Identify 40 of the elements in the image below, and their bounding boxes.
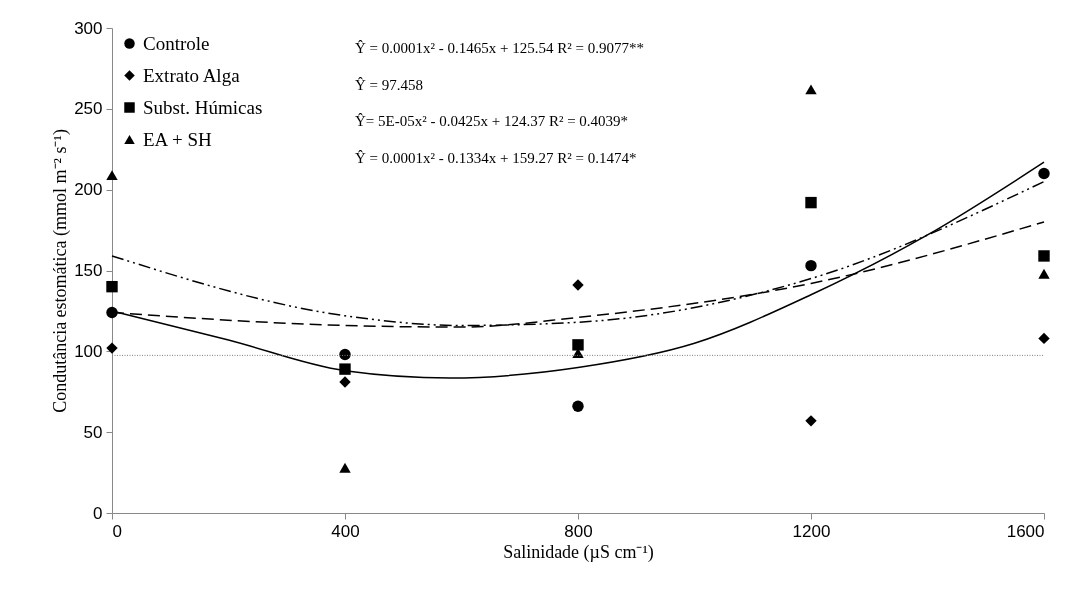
x-tick-label: 0: [112, 521, 122, 541]
x-axis-title: Salinidade (µS cm⁻¹): [503, 541, 654, 563]
x-tick-label: 1200: [792, 521, 831, 541]
annotation: Ŷ = 0.0001x² - 0.1334x + 159.27 R² = 0.1474*: [355, 150, 637, 167]
point: [339, 363, 351, 375]
point: [339, 376, 351, 388]
point: [1038, 268, 1050, 279]
point: [572, 279, 584, 291]
point: [1038, 332, 1050, 345]
point: [805, 415, 817, 427]
y-tick-label: 0: [93, 503, 103, 523]
legend-label: Extrato Alga: [143, 64, 241, 86]
point: [805, 196, 817, 209]
point: [339, 462, 351, 473]
y-tick-label: 250: [74, 99, 103, 119]
y-tick-label: 150: [74, 261, 103, 280]
y-tick-label: 50: [83, 422, 103, 442]
point: [339, 348, 351, 361]
point: [106, 170, 118, 181]
legend-label: EA + SH: [143, 128, 213, 150]
point: [1038, 167, 1050, 180]
point: [1038, 250, 1050, 262]
point: [805, 259, 817, 272]
y-tick-label: 100: [74, 341, 103, 361]
annotation: Ŷ = 97.458: [355, 76, 424, 93]
x-tick-label: 400: [331, 521, 360, 541]
annotation: Ŷ = 0.0001x² - 0.1465x + 125.54 R² = 0.9077**: [355, 40, 644, 56]
legend-label: Controle: [143, 32, 210, 54]
point: [572, 400, 584, 412]
legend-label: Subst. Húmicas: [143, 96, 263, 118]
point: [106, 280, 118, 293]
y-tick-label: 200: [74, 180, 103, 200]
y-axis-title: Condutância estomática (mmol m⁻² s⁻¹): [50, 129, 72, 413]
x-tick-label: 1600: [1006, 521, 1045, 541]
annotation: Ŷ= 5E-05x² - 0.0425x + 124.37 R² = 0.4039*: [355, 113, 629, 130]
point: [572, 339, 584, 351]
y-tick-label: 300: [74, 18, 103, 38]
point: [106, 342, 118, 354]
point: [805, 84, 817, 95]
x-tick-label: 800: [564, 521, 593, 541]
